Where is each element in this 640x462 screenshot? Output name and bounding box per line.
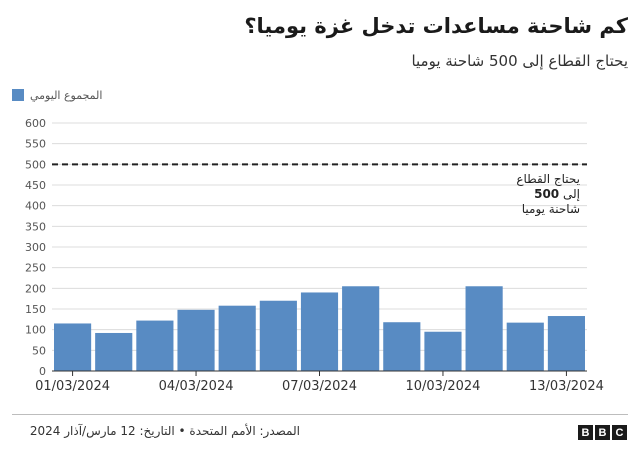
y-tick-label: 0	[39, 365, 46, 378]
y-tick-label: 350	[25, 220, 46, 233]
bar	[95, 332, 133, 371]
x-tick-label: 07/03/2024	[282, 379, 357, 394]
bbc-logo-letter: B	[578, 425, 593, 440]
bar	[547, 316, 585, 371]
y-tick-label: 500	[25, 158, 46, 171]
bar	[300, 292, 339, 371]
bbc-logo-letter: B	[595, 425, 610, 440]
x-tick-label: 04/03/2024	[159, 379, 234, 394]
y-tick-label: 250	[25, 262, 46, 275]
x-tick-label: 01/03/2024	[35, 379, 110, 394]
annotation-value: 500	[534, 187, 560, 201]
bar	[177, 309, 215, 371]
annotation-line-2: إلى 500	[516, 187, 580, 202]
legend: المجموع اليومي	[12, 88, 102, 102]
bbc-logo-letter: C	[612, 425, 627, 440]
y-tick-label: 550	[25, 138, 46, 151]
annotation-line-3: شاحنة يوميا	[521, 202, 580, 216]
y-tick-label: 600	[25, 117, 46, 130]
x-tick-label: 10/03/2024	[405, 379, 480, 394]
y-tick-label: 100	[25, 324, 46, 337]
legend-swatch	[12, 89, 24, 101]
bar	[136, 320, 174, 371]
legend-label: المجموع اليومي	[30, 88, 103, 102]
bar	[54, 323, 92, 371]
bar	[506, 322, 544, 371]
chart-title: كم شاحنة مساعدات تدخل غزة يوميا؟	[244, 14, 628, 38]
bar	[342, 286, 380, 371]
bar	[424, 331, 462, 371]
bar	[383, 322, 421, 371]
y-tick-label: 300	[25, 241, 46, 254]
source-note: المصدر: الأمم المتحدة • التاريخ: 12 مارس…	[29, 424, 300, 438]
y-tick-label: 200	[25, 282, 46, 295]
bar	[218, 305, 256, 371]
bar-chart: 0 50 100 150 200 250 300 350 400 450 500 550 600 01/0…	[25, 117, 604, 394]
y-tick-label: 400	[25, 200, 46, 213]
bar	[259, 300, 297, 371]
y-tick-label: 50	[32, 344, 46, 357]
bar	[465, 286, 503, 371]
footer-divider	[12, 414, 628, 415]
y-tick-label: 450	[25, 179, 46, 192]
annotation-line-2-text: إلى	[563, 187, 580, 201]
target-annotation: يحتاج القطاع إلى 500 شاحنة يوميا	[516, 172, 580, 217]
x-tick-label: 13/03/2024	[529, 379, 604, 394]
chart-subtitle: يحتاج القطاع إلى 500 شاحنة يوميا	[411, 52, 628, 70]
bbc-logo: B B C	[578, 425, 627, 440]
annotation-line-1: يحتاج القطاع	[516, 172, 580, 186]
y-tick-label: 150	[25, 303, 46, 316]
